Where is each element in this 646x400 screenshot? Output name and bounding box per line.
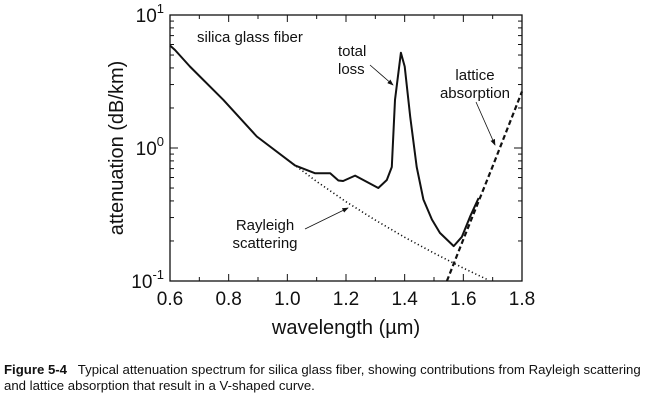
series-rayleigh-line — [286, 158, 488, 281]
lattice-absorption-arrow — [475, 101, 496, 146]
x-tick-label: 0.6 — [157, 289, 183, 310]
attenuation-chart: 0.6 0.8 1.0 1.2 1.4 1.6 1.8 10-1 100 101 wavelengt… — [106, 1, 535, 339]
x-tick-label: 1.6 — [450, 289, 476, 310]
annotation-lattice-absorption: lattice absorption — [440, 67, 510, 102]
caption-text: Typical attenuation spectrum for silica … — [4, 362, 641, 393]
x-tick-label: 1.4 — [391, 289, 418, 310]
annotation-rayleigh-scattering: Rayleigh scattering — [232, 217, 297, 252]
x-tick-label: 1.8 — [509, 289, 535, 310]
x-tick-label: 0.8 — [215, 289, 241, 310]
x-tick-label: 1.0 — [274, 289, 300, 310]
annotation-total-loss: total loss — [338, 43, 366, 78]
x-axis-label: wavelength (µm) — [271, 317, 420, 339]
series-total-line — [169, 44, 480, 248]
annotation-silica-glass-fiber: silica glass fiber — [197, 29, 303, 46]
y-tick-label: 10-1 — [131, 267, 164, 293]
figure-caption: Figure 5-4 Typical attenuation spectrum … — [4, 362, 644, 394]
x-tick-label: 1.2 — [333, 289, 359, 310]
rayleigh-arrow — [304, 207, 349, 230]
series-lattice-line — [445, 91, 524, 282]
y-axis-label: attenuation (dB/km) — [106, 61, 128, 236]
y-tick-label: 100 — [136, 134, 164, 160]
y-tick-label: 101 — [136, 1, 164, 27]
caption-label: Figure 5-4 — [4, 362, 68, 377]
total-loss-arrow — [369, 64, 394, 86]
